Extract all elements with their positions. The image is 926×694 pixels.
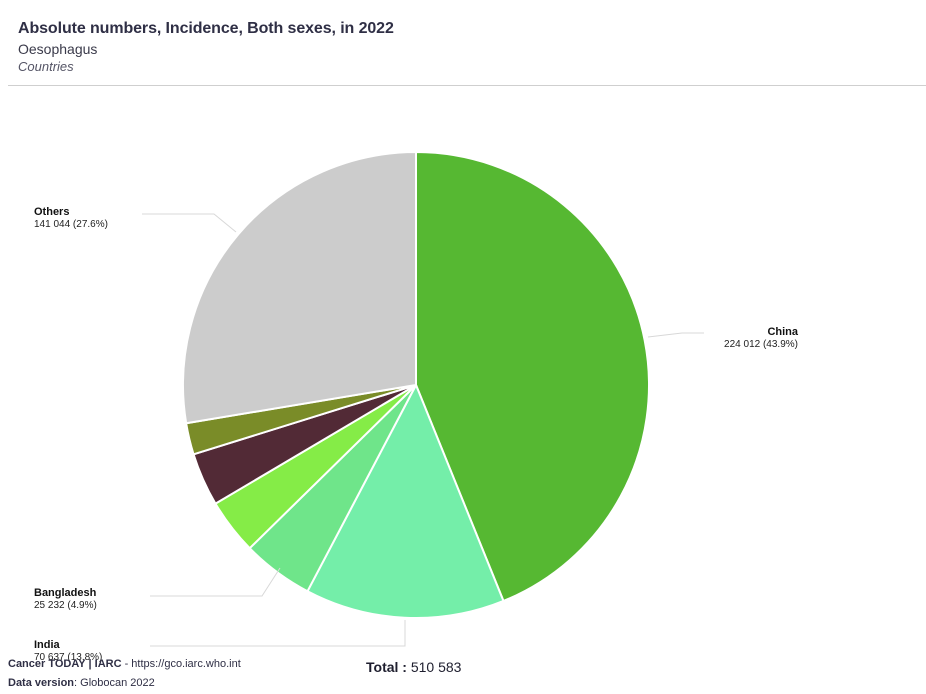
total-key: Total : [366, 659, 407, 675]
pie-slice-china[interactable] [415, 151, 650, 602]
chart-header: Absolute numbers, Incidence, Both sexes,… [18, 20, 394, 74]
footer-version: Data version: Globocan 2022 [8, 677, 155, 689]
footer-source: Cancer TODAY | IARC - https://gco.iarc.w… [8, 658, 241, 670]
footer-link[interactable]: - https://gco.iarc.who.int [121, 658, 241, 670]
slice-label-china: China [767, 326, 798, 338]
slice-value-india: 70 637 (13.8%) [34, 652, 102, 663]
slice-label-india: India [34, 639, 61, 651]
leader-line-china [647, 332, 704, 338]
footer-version-value: : Globocan 2022 [74, 677, 155, 689]
total-value: 510 583 [410, 659, 462, 675]
slice-value-others: 141 044 (27.6%) [34, 219, 108, 230]
footer-version-key: Data version [8, 677, 75, 689]
chart-title: Absolute numbers, Incidence, Both sexes,… [18, 20, 394, 37]
leader-line-india [150, 620, 406, 647]
pie-slice-india[interactable] [306, 384, 505, 619]
slice-value-china: 224 012 (43.9%) [724, 339, 798, 350]
slice-label-bangladesh: Bangladesh [34, 587, 97, 599]
slice-value-bangladesh: 25 232 (4.9%) [34, 600, 97, 611]
leader-line-others [142, 213, 237, 233]
pie-slice-others[interactable] [182, 151, 417, 425]
slice-label-others: Others [34, 206, 69, 218]
chart-scope: Countries [18, 59, 74, 74]
chart-subtitle: Oesophagus [18, 41, 98, 57]
total-label: Total : 510 583 [366, 659, 461, 675]
footer-brand: Cancer TODAY | IARC [8, 658, 122, 670]
leader-line-bangladesh [150, 567, 281, 597]
header-divider [8, 85, 926, 86]
